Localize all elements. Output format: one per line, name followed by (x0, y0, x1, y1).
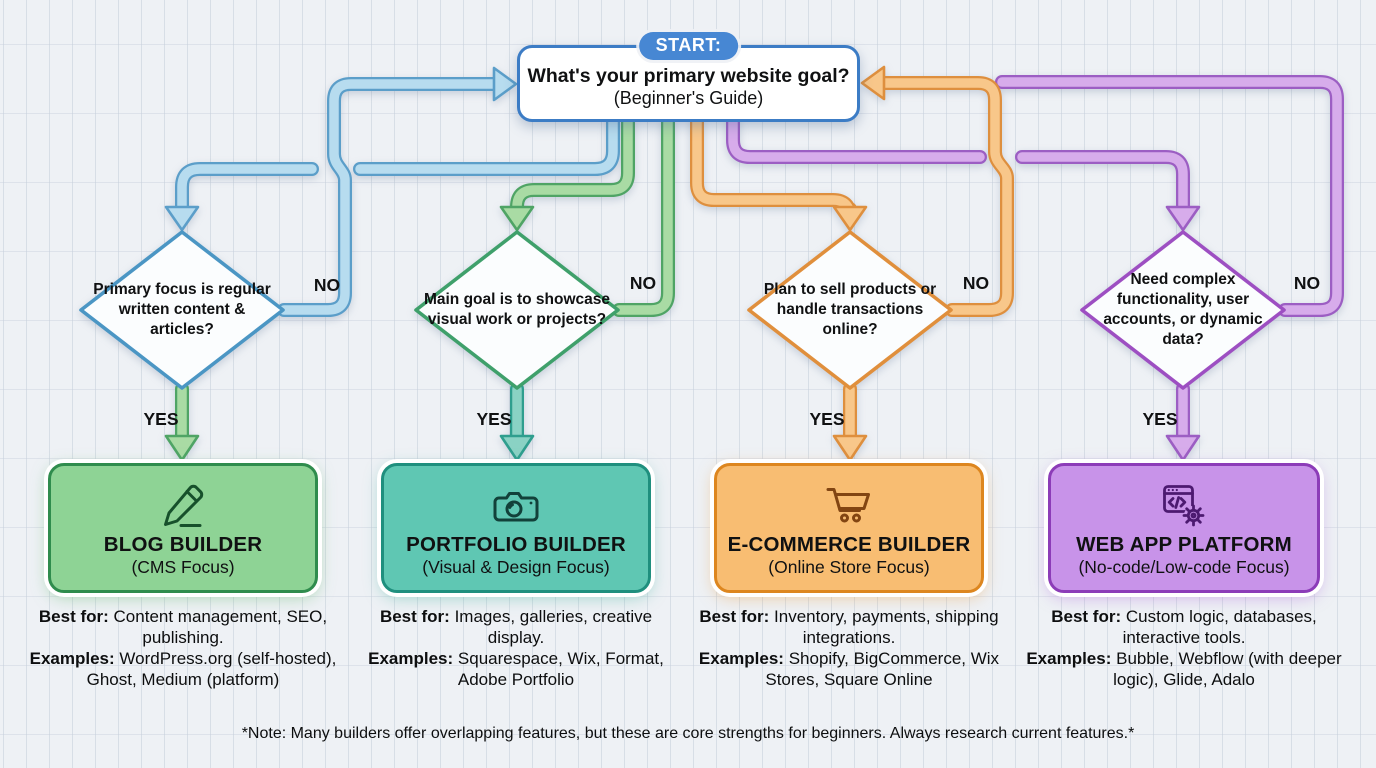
edge-start-to-d3 (690, 114, 857, 224)
start-subtitle: (Beginner's Guide) (613, 88, 764, 109)
diamond-sell-products (747, 230, 953, 390)
arrow-into-d3 (832, 205, 868, 232)
result-subtitle: (No-code/Low-code Focus) (1078, 557, 1290, 578)
yes-label-3: YES (809, 409, 845, 429)
diamond-visual-work (414, 230, 620, 390)
question-written-content: Primary focus is regular written content… (93, 281, 271, 338)
yes-label-2: YES (476, 409, 512, 429)
arrowheads (164, 65, 1201, 462)
result-blog-builder: BLOG BUILDER (CMS Focus) (48, 463, 318, 593)
best-for-text: Inventory, payments, shipping integratio… (774, 607, 999, 648)
arrow-into-d2 (499, 205, 535, 232)
edge-start-to-d2 (510, 114, 635, 216)
decision-diamonds (79, 230, 1286, 390)
best-for-text: Custom logic, databases, interactive too… (1122, 607, 1317, 648)
start-badge: START: (638, 32, 739, 60)
result-subtitle: (Online Store Focus) (768, 557, 930, 578)
description-portfolio: Best for: Images, galleries, creative di… (356, 606, 676, 690)
camera-icon (493, 491, 539, 522)
examples-text: Squarespace, Wix, Format, Adobe Portfoli… (457, 649, 664, 690)
arrow-no-into-start-right (860, 65, 886, 101)
no-label-4: NO (1293, 273, 1321, 293)
pencil-icon (164, 484, 204, 527)
best-for-label: Best for: (699, 607, 770, 626)
examples-text: WordPress.org (self-hosted), Ghost, Medi… (86, 649, 337, 690)
arrow-yes-into-blog (164, 434, 200, 462)
yes-label-1: YES (143, 409, 179, 429)
result-title: WEB APP PLATFORM (1076, 532, 1292, 556)
result-subtitle: (Visual & Design Focus) (422, 557, 610, 578)
no-label-2: NO (629, 273, 657, 293)
cart-icon (826, 487, 870, 523)
edge-d4-no-to-start (995, 75, 1344, 317)
best-for-text: Content management, SEO, publishing. (113, 607, 328, 648)
question-sell-products: Plan to sell products or handle transact… (763, 281, 937, 338)
result-subtitle: (CMS Focus) (131, 557, 235, 578)
no-label-3: NO (962, 273, 990, 293)
start-title: What's your primary website goal? (527, 64, 850, 87)
examples-text: Bubble, Webflow (with deeper logic), Gli… (1113, 649, 1342, 690)
webapp-icon (1163, 484, 1205, 527)
arrow-into-d1 (164, 205, 200, 232)
start-node: START: What's your primary website goal?… (517, 32, 860, 122)
examples-label: Examples: (1026, 649, 1112, 669)
arrow-yes-into-portfolio (499, 434, 535, 462)
arrow-yes-into-ecommerce (832, 434, 868, 462)
result-web-app-platform: WEB APP PLATFORM (No-code/Low-code Focus… (1048, 463, 1320, 593)
examples-label: Examples: (368, 649, 454, 669)
best-for-label: Best for: (1051, 607, 1122, 626)
description-blog: Best for: Content management, SEO, publi… (23, 606, 343, 690)
arrow-into-d4 (1165, 205, 1201, 232)
arrow-yes-into-webapp (1165, 434, 1201, 462)
yes-label-4: YES (1142, 409, 1178, 429)
best-for-label: Best for: (38, 607, 109, 626)
result-portfolio-builder: PORTFOLIO BUILDER (Visual & Design Focus… (381, 463, 651, 593)
edge-d3-no-to-start (873, 76, 1014, 317)
edge-start-to-d4 (726, 114, 1190, 213)
arrow-no-into-start-left (492, 66, 518, 102)
edge-d2-no-to-start (612, 115, 675, 317)
question-complex-functionality: Need complex functionality, user account… (1103, 271, 1263, 348)
edge-start-to-d1 (175, 114, 620, 215)
result-ecommerce-builder: E-COMMERCE BUILDER (Online Store Focus) (714, 463, 984, 593)
examples-text: Shopify, BigCommerce, Wix Stores, Square… (765, 649, 1000, 690)
result-title: PORTFOLIO BUILDER (406, 532, 626, 556)
question-visual-work: Main goal is to showcase visual work or … (423, 291, 611, 328)
no-label-1: NO (313, 275, 341, 295)
diamond-written-content (79, 230, 285, 390)
result-title: BLOG BUILDER (103, 532, 263, 556)
examples-label: Examples: (698, 649, 784, 669)
description-ecommerce: Best for: Inventory, payments, shipping … (689, 606, 1009, 690)
footer-note: *Note: Many builders offer overlapping f… (241, 725, 1135, 742)
best-for-label: Best for: (379, 607, 450, 626)
diamond-complex-functionality (1080, 230, 1286, 390)
result-title: E-COMMERCE BUILDER (727, 532, 971, 556)
edge-d1-no-to-start (277, 77, 506, 317)
description-webapp: Best for: Custom logic, databases, inter… (1024, 606, 1344, 690)
examples-label: Examples: (29, 649, 115, 669)
best-for-text: Images, galleries, creative display. (454, 607, 653, 648)
